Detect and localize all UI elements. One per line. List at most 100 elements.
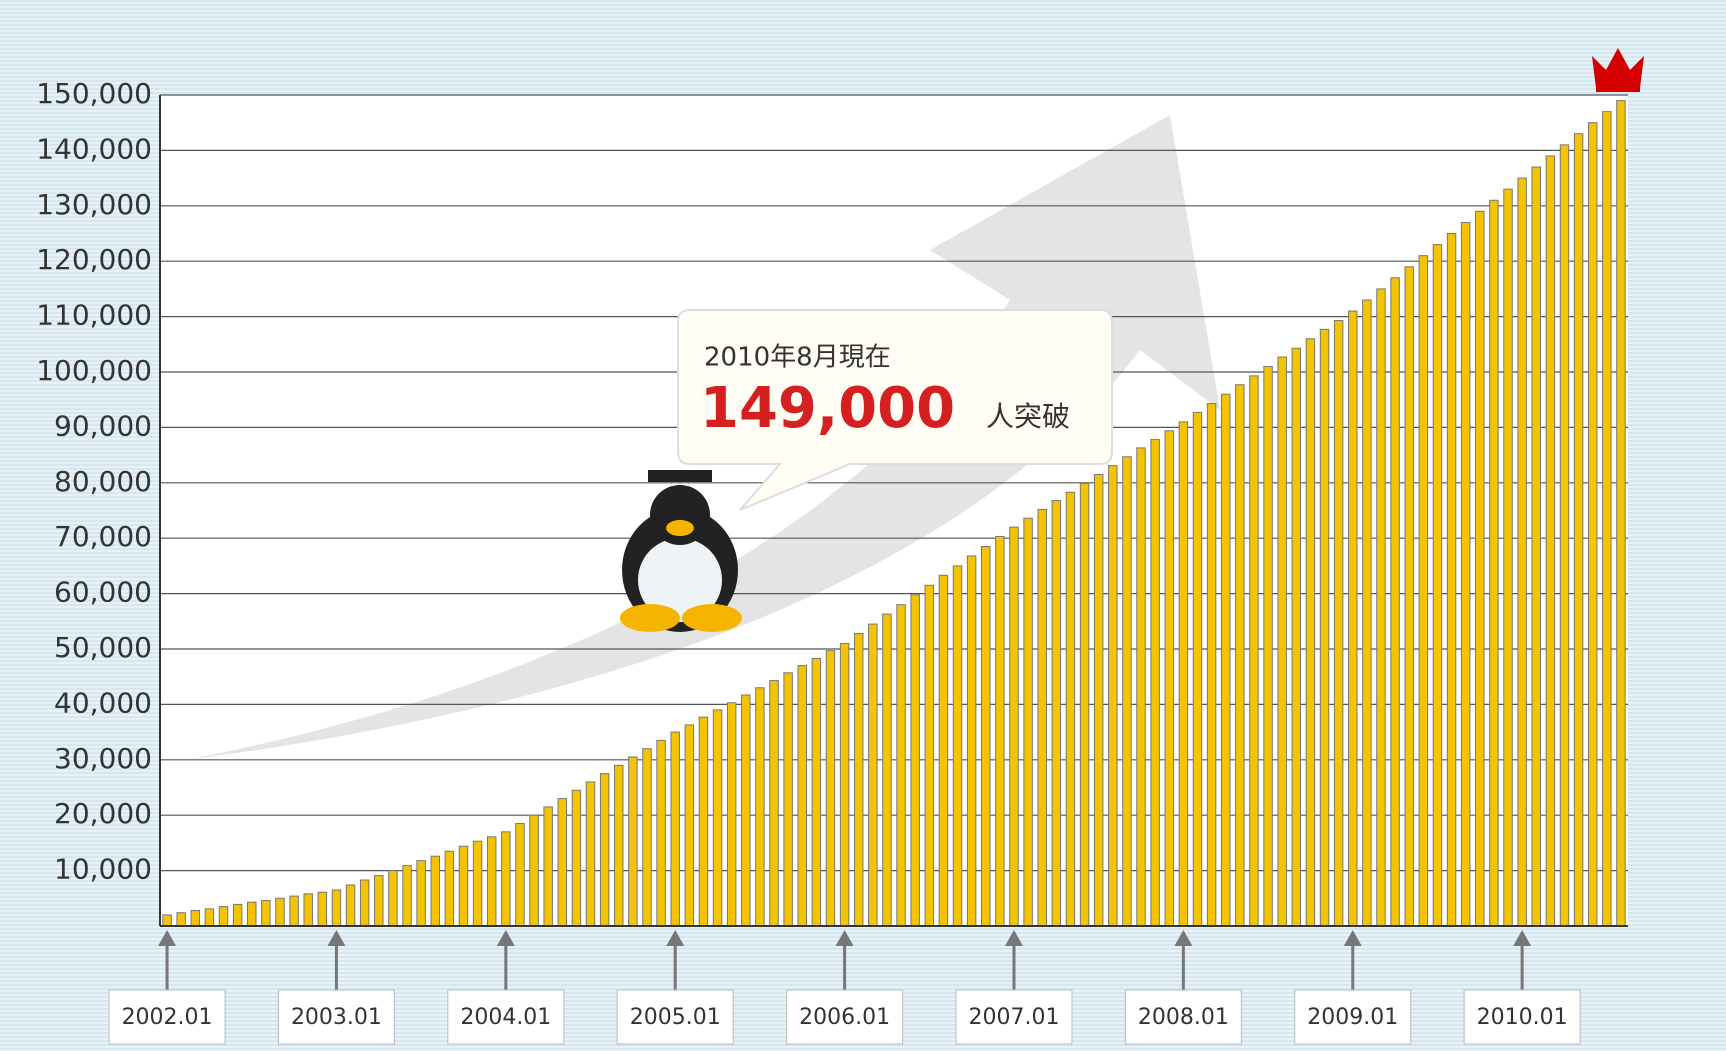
bar <box>515 823 525 927</box>
bar <box>571 789 582 927</box>
y-tick-label: 10,000 <box>54 853 152 886</box>
bar <box>1418 255 1429 927</box>
bar <box>1277 356 1287 927</box>
bar <box>345 884 356 927</box>
bar <box>1503 188 1513 927</box>
x-tick-label: 2009.01 <box>1307 1005 1398 1030</box>
callout-suffix: 人突破 <box>986 400 1070 433</box>
bar <box>232 903 243 927</box>
x-tick-label: 2002.01 <box>122 1005 213 1030</box>
bar <box>741 694 751 927</box>
bar <box>670 731 680 927</box>
bar <box>303 893 313 927</box>
bar <box>1390 277 1400 927</box>
bar <box>1531 166 1541 927</box>
bar <box>289 895 299 927</box>
bar <box>388 870 398 927</box>
y-tick-label: 50,000 <box>54 631 152 664</box>
y-tick-label: 70,000 <box>54 520 152 553</box>
y-tick-label: 20,000 <box>54 797 152 830</box>
x-arrow-head <box>327 930 346 946</box>
bar <box>952 565 963 927</box>
x-label-box <box>955 989 1073 1045</box>
x-arrow-head <box>496 930 515 946</box>
bar <box>331 889 342 927</box>
bar <box>628 756 638 927</box>
x-arrow-head <box>1004 930 1023 946</box>
bar <box>1545 155 1556 927</box>
callout: 2010年8月現在 149,000 人突破 <box>677 309 1113 511</box>
bar <box>1235 384 1245 927</box>
bar <box>769 680 779 927</box>
bar <box>1602 111 1612 927</box>
bar <box>402 865 412 927</box>
bar <box>1178 421 1189 927</box>
bar <box>176 912 186 927</box>
bar <box>585 781 596 927</box>
bar <box>614 764 624 927</box>
bar <box>981 546 991 927</box>
bar <box>1023 517 1033 927</box>
bar <box>839 642 850 927</box>
x-label-box <box>616 989 734 1045</box>
bar <box>1573 133 1584 927</box>
bar <box>317 891 328 927</box>
x-tick-label: 2003.01 <box>291 1005 382 1030</box>
bar <box>938 574 949 927</box>
bar <box>698 716 709 927</box>
bar <box>1475 210 1485 927</box>
bar <box>444 850 455 927</box>
y-tick-label: 90,000 <box>54 409 152 442</box>
bar <box>1009 526 1019 927</box>
bar <box>162 914 172 927</box>
bar <box>1065 491 1076 927</box>
bar <box>1037 508 1047 927</box>
bar <box>783 672 793 927</box>
x-tick-label: 2008.01 <box>1138 1005 1229 1030</box>
bar <box>416 860 426 927</box>
bar <box>359 879 370 927</box>
bar <box>1305 338 1316 927</box>
x-label-box <box>108 989 226 1045</box>
x-label-box <box>786 989 904 1045</box>
y-tick-label: 130,000 <box>36 188 152 221</box>
bar <box>868 623 878 927</box>
bar <box>458 845 469 927</box>
callout-number: 149,000 <box>700 376 955 441</box>
mascot <box>620 470 742 632</box>
bar <box>1376 288 1386 927</box>
x-tick-label: 2004.01 <box>460 1005 551 1030</box>
bar <box>190 909 201 927</box>
bar <box>218 906 229 927</box>
x-label-box <box>1294 989 1412 1045</box>
bar <box>275 897 285 927</box>
crown <box>1592 48 1644 92</box>
bar <box>1460 221 1471 927</box>
bar <box>529 814 539 927</box>
bar <box>1136 447 1146 927</box>
bar <box>1150 439 1160 927</box>
bar <box>1489 199 1499 927</box>
x-label-box <box>447 989 565 1045</box>
y-tick-label: 150,000 <box>36 77 152 110</box>
bar <box>1404 266 1414 927</box>
bar <box>204 908 215 927</box>
bar <box>472 840 483 927</box>
bar <box>1192 411 1203 927</box>
bar <box>247 901 257 927</box>
bar <box>1432 244 1443 927</box>
bar <box>486 836 497 927</box>
bar <box>726 702 737 927</box>
bar <box>1164 430 1174 927</box>
bar <box>825 650 836 927</box>
x-tick-label: 2010.01 <box>1477 1005 1568 1030</box>
bar <box>1616 100 1626 927</box>
bar <box>910 594 920 927</box>
bar <box>797 665 807 927</box>
bar <box>1319 328 1330 927</box>
y-tick-label: 110,000 <box>36 299 152 332</box>
bar <box>1220 393 1231 927</box>
bar <box>1587 122 1598 927</box>
x-arrow-head <box>666 930 685 946</box>
bar <box>1333 319 1344 927</box>
